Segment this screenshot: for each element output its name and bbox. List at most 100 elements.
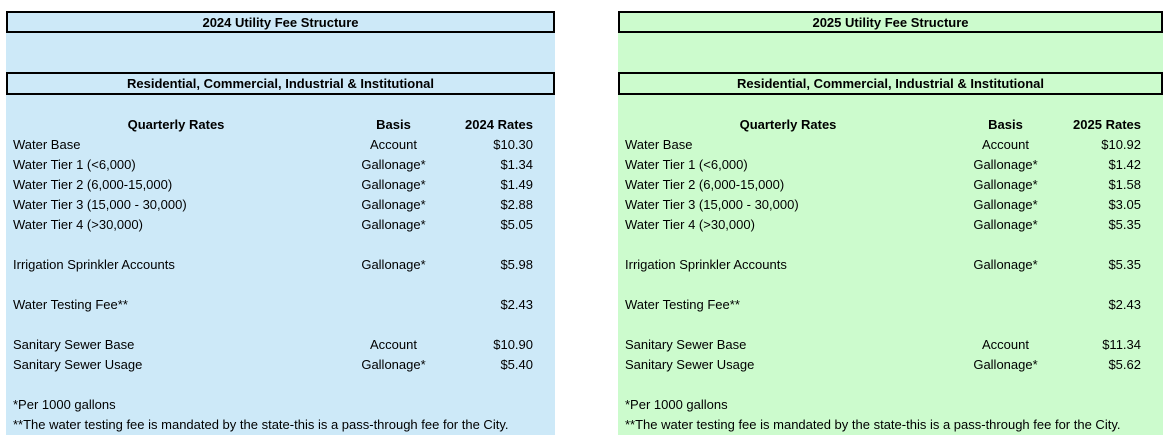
cell-fee-label	[6, 235, 346, 255]
cell-fee-label: Water Tier 4 (>30,000)	[625, 217, 755, 232]
cell-basis: Gallonage*	[973, 257, 1038, 272]
spacer	[6, 33, 555, 72]
cell-fee-label	[6, 315, 346, 335]
footnote-per-1000-gallons: *Per 1000 gallons	[13, 397, 116, 412]
spacer	[618, 95, 1163, 115]
cell-basis: Gallonage*	[361, 177, 426, 192]
cell-fee-label	[618, 315, 958, 335]
col-header-basis: Basis	[988, 117, 1023, 132]
table-row	[6, 275, 555, 295]
cell-fee-label: Water Testing Fee**	[13, 297, 128, 312]
cell-basis: Account	[370, 137, 417, 152]
cell-fee-label: Water Tier 4 (>30,000)	[13, 217, 143, 232]
column-header-row: Quarterly Rates Basis 2025 Rates	[618, 115, 1163, 135]
cell-fee-label: Sanitary Sewer Usage	[13, 357, 143, 372]
table-row: Irrigation Sprinkler Accounts Gallonage* $…	[6, 255, 555, 275]
fee-table-2024: 2024 Utility Fee Structure Residential, …	[6, 11, 555, 435]
cell-basis	[958, 235, 1053, 255]
cell-fee-label: Water Tier 1 (<6,000)	[13, 157, 136, 172]
cell-rate: $1.58	[1108, 177, 1141, 192]
spacer	[6, 95, 555, 115]
cell-basis: Gallonage*	[973, 177, 1038, 192]
table-row: Water Tier 4 (>30,000) Gallonage* $5.35	[618, 215, 1163, 235]
table-row: Sanitary Sewer Base Account $11.34	[618, 335, 1163, 355]
cell-fee-label: Sanitary Sewer Usage	[625, 357, 755, 372]
table-subtitle-text: Residential, Commercial, Industrial & In…	[127, 76, 434, 91]
table-row: Water Testing Fee** $2.43	[6, 295, 555, 315]
cell-rate: $5.35	[1108, 257, 1141, 272]
col-header-rates: 2025 Rates	[1073, 117, 1141, 132]
cell-basis: Gallonage*	[973, 217, 1038, 232]
cell-rate: $5.40	[500, 357, 533, 372]
cell-basis: Gallonage*	[361, 257, 426, 272]
cell-rate	[1053, 375, 1163, 395]
cell-rate: $10.92	[1101, 137, 1141, 152]
table-title-2024: 2024 Utility Fee Structure	[6, 11, 555, 33]
cell-rate: $11.34	[1102, 337, 1141, 352]
table-row: Water Tier 3 (15,000 - 30,000) Gallonage*…	[618, 195, 1163, 215]
cell-basis: Account	[370, 337, 417, 352]
footnote-per-1000-gallons: *Per 1000 gallons	[625, 397, 728, 412]
cell-basis	[346, 295, 441, 315]
cell-fee-label: Water Tier 1 (<6,000)	[625, 157, 748, 172]
table-row: Water Tier 2 (6,000-15,000) Gallonage* $1.…	[6, 175, 555, 195]
cell-basis	[346, 315, 441, 335]
cell-rate	[1053, 275, 1163, 295]
col-header-basis: Basis	[376, 117, 411, 132]
cell-basis	[958, 375, 1053, 395]
cell-basis: Gallonage*	[361, 357, 426, 372]
cell-basis	[958, 315, 1053, 335]
cell-basis: Account	[982, 137, 1029, 152]
cell-rate: $1.34	[500, 157, 533, 172]
table-row: Water Base Account $10.92	[618, 135, 1163, 155]
cell-rate	[441, 315, 555, 335]
cell-fee-label: Sanitary Sewer Base	[625, 337, 747, 352]
table-subtitle-text: Residential, Commercial, Industrial & In…	[737, 76, 1044, 91]
footnote-water-testing-fee: **The water testing fee is mandated by t…	[13, 417, 509, 432]
cell-basis: Account	[982, 337, 1029, 352]
cell-rate: $5.05	[500, 217, 533, 232]
cell-fee-label: Irrigation Sprinkler Accounts	[13, 257, 175, 272]
cell-basis: Gallonage*	[361, 217, 426, 232]
table-rows: Water Base Account $10.92 Water Tier 1 (<6,…	[618, 135, 1163, 395]
cell-rate: $1.42	[1108, 157, 1141, 172]
table-row	[618, 235, 1163, 255]
cell-basis	[346, 275, 441, 295]
table-title-text: 2024 Utility Fee Structure	[202, 14, 359, 30]
cell-fee-label: Water Tier 3 (15,000 - 30,000)	[625, 197, 799, 212]
cell-rate: $10.30	[493, 137, 533, 152]
col-header-quarterly-rates: Quarterly Rates	[127, 117, 225, 132]
table-row	[618, 275, 1163, 295]
table-title-text: 2025 Utility Fee Structure	[812, 14, 969, 30]
table-row: Water Testing Fee** $2.43	[618, 295, 1163, 315]
cell-basis: Gallonage*	[973, 357, 1038, 372]
footnote-water-testing-fee: **The water testing fee is mandated by t…	[625, 417, 1121, 432]
cell-rate: $5.62	[1108, 357, 1141, 372]
cell-basis: Gallonage*	[973, 197, 1038, 212]
cell-rate: $3.05	[1108, 197, 1141, 212]
cell-rate	[441, 275, 555, 295]
table-row	[6, 315, 555, 335]
cell-rate	[1053, 315, 1163, 335]
table-rows: Water Base Account $10.30 Water Tier 1 (<6,…	[6, 135, 555, 395]
cell-rate: $5.35	[1108, 217, 1141, 232]
cell-rate	[441, 235, 555, 255]
table-row	[6, 235, 555, 255]
cell-fee-label: Water Base	[13, 137, 81, 152]
cell-rate	[1053, 235, 1163, 255]
cell-basis: Gallonage*	[361, 197, 426, 212]
cell-rate: $10.90	[493, 337, 533, 352]
cell-basis: Gallonage*	[361, 157, 426, 172]
cell-basis: Gallonage*	[973, 157, 1038, 172]
table-row: Irrigation Sprinkler Accounts Gallonage* $…	[618, 255, 1163, 275]
table-row: Sanitary Sewer Usage Gallonage* $5.40	[6, 355, 555, 375]
cell-fee-label	[6, 275, 346, 295]
cell-basis	[346, 375, 441, 395]
table-title-2025: 2025 Utility Fee Structure	[618, 11, 1163, 33]
table-row: Sanitary Sewer Base Account $10.90	[6, 335, 555, 355]
cell-rate: $1.49	[500, 177, 533, 192]
cell-fee-label: Water Base	[625, 137, 693, 152]
cell-basis	[958, 275, 1053, 295]
table-subtitle-2024: Residential, Commercial, Industrial & In…	[6, 72, 555, 95]
